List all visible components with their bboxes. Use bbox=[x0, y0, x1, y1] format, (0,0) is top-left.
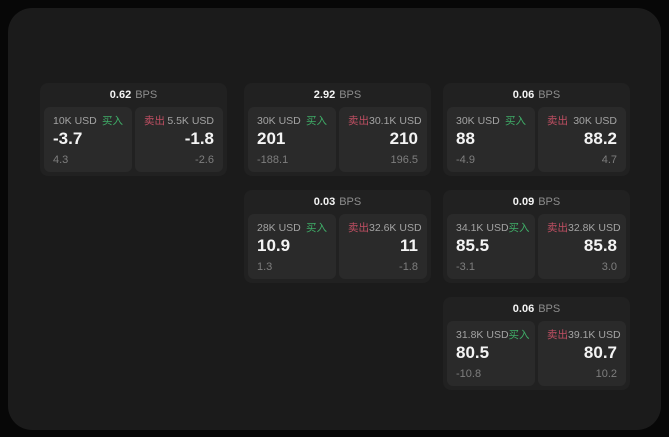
sell-amount: 30K USD bbox=[573, 115, 617, 127]
sell-amount: 32.8K USD bbox=[568, 222, 621, 234]
sell-sub-value: 4.7 bbox=[601, 154, 617, 166]
bps-unit-label: BPS bbox=[538, 89, 561, 101]
sell-price: 88.2 bbox=[583, 129, 617, 148]
buy-price: 10.9 bbox=[257, 236, 291, 255]
buy-price: 201 bbox=[257, 129, 286, 148]
sell-price: 11 bbox=[400, 236, 418, 255]
buy-sub-value: -3.1 bbox=[456, 261, 475, 273]
sell-tag: 卖出 bbox=[547, 329, 568, 341]
bps-unit-label: BPS bbox=[339, 196, 362, 208]
sell-panel[interactable]: 卖出 30.1K USD 210 196.5 bbox=[339, 107, 427, 172]
bps-value: 0.03 bbox=[313, 196, 336, 208]
buy-tag: 买入 bbox=[102, 115, 123, 127]
buy-panel[interactable]: 28K USD 买入 10.9 1.3 bbox=[248, 214, 336, 279]
sell-sub-value: -2.6 bbox=[195, 154, 214, 166]
sell-panel[interactable]: 卖出 30K USD 88.2 4.7 bbox=[538, 107, 626, 172]
quote-panels: 28K USD 买入 10.9 1.3 卖出 32.6K USD 11 -1.8 bbox=[248, 214, 427, 279]
bps-unit-label: BPS bbox=[135, 89, 158, 101]
buy-sub-value: 4.3 bbox=[53, 154, 69, 166]
buy-price: 85.5 bbox=[456, 236, 490, 255]
buy-panel[interactable]: 30K USD 买入 88 -4.9 bbox=[447, 107, 535, 172]
sell-amount: 30.1K USD bbox=[369, 115, 422, 127]
bps-value: 0.09 bbox=[512, 196, 535, 208]
sell-tag: 卖出 bbox=[144, 115, 165, 127]
sell-panel[interactable]: 卖出 5.5K USD -1.8 -2.6 bbox=[135, 107, 223, 172]
sell-sub-value: 10.2 bbox=[595, 368, 617, 380]
buy-amount: 30K USD bbox=[257, 115, 301, 127]
sell-amount: 39.1K USD bbox=[568, 329, 621, 341]
quote-card[interactable]: 0.06 BPS 30K USD 买入 88 -4.9 卖出 30K USD 8… bbox=[443, 83, 630, 176]
buy-sub-value: 1.3 bbox=[257, 261, 273, 273]
buy-tag: 买入 bbox=[505, 115, 526, 127]
sell-panel[interactable]: 卖出 39.1K USD 80.7 10.2 bbox=[538, 321, 626, 386]
sell-price: 80.7 bbox=[583, 343, 617, 362]
quote-card[interactable]: 2.92 BPS 30K USD 买入 201 -188.1 卖出 30.1K … bbox=[244, 83, 431, 176]
sell-amount: 5.5K USD bbox=[167, 115, 214, 127]
quote-panels: 31.8K USD 买入 80.5 -10.8 卖出 39.1K USD 80.… bbox=[447, 321, 626, 386]
card-header: 0.06 BPS bbox=[447, 83, 626, 107]
buy-amount: 30K USD bbox=[456, 115, 500, 127]
buy-price: 88 bbox=[456, 129, 475, 148]
quote-panels: 10K USD 买入 -3.7 4.3 卖出 5.5K USD -1.8 -2.… bbox=[44, 107, 223, 172]
quote-card[interactable]: 0.06 BPS 31.8K USD 买入 80.5 -10.8 卖出 39.1… bbox=[443, 297, 630, 390]
card-header: 0.09 BPS bbox=[447, 190, 626, 214]
buy-price: 80.5 bbox=[456, 343, 490, 362]
buy-amount: 28K USD bbox=[257, 222, 301, 234]
buy-amount: 10K USD bbox=[53, 115, 97, 127]
bps-unit-label: BPS bbox=[339, 89, 362, 101]
sell-price: -1.8 bbox=[184, 129, 214, 148]
card-header: 2.92 BPS bbox=[248, 83, 427, 107]
buy-sub-value: -4.9 bbox=[456, 154, 475, 166]
sell-tag: 卖出 bbox=[348, 115, 369, 127]
buy-panel[interactable]: 34.1K USD 买入 85.5 -3.1 bbox=[447, 214, 535, 279]
buy-tag: 买入 bbox=[508, 222, 530, 234]
quotes-panel: 0.62 BPS 10K USD 买入 -3.7 4.3 卖出 5.5K USD… bbox=[8, 8, 661, 430]
buy-panel[interactable]: 30K USD 买入 201 -188.1 bbox=[248, 107, 336, 172]
sell-panel[interactable]: 卖出 32.8K USD 85.8 3.0 bbox=[538, 214, 626, 279]
quote-card[interactable]: 0.62 BPS 10K USD 买入 -3.7 4.3 卖出 5.5K USD… bbox=[40, 83, 227, 176]
bps-value: 0.06 bbox=[512, 89, 535, 101]
quote-card[interactable]: 0.03 BPS 28K USD 买入 10.9 1.3 卖出 32.6K US… bbox=[244, 190, 431, 283]
bps-value: 0.06 bbox=[512, 303, 535, 315]
buy-tag: 买入 bbox=[306, 115, 327, 127]
bps-value: 2.92 bbox=[313, 89, 336, 101]
buy-price: -3.7 bbox=[53, 129, 83, 148]
quote-panels: 30K USD 买入 201 -188.1 卖出 30.1K USD 210 1… bbox=[248, 107, 427, 172]
buy-tag: 买入 bbox=[306, 222, 327, 234]
bps-unit-label: BPS bbox=[538, 303, 561, 315]
sell-tag: 卖出 bbox=[547, 115, 568, 127]
buy-amount: 31.8K USD bbox=[456, 329, 509, 341]
quote-panels: 30K USD 买入 88 -4.9 卖出 30K USD 88.2 4.7 bbox=[447, 107, 626, 172]
sell-tag: 卖出 bbox=[348, 222, 369, 234]
buy-sub-value: -188.1 bbox=[257, 154, 289, 166]
buy-sub-value: -10.8 bbox=[456, 368, 482, 380]
card-header: 0.62 BPS bbox=[44, 83, 223, 107]
sell-amount: 32.6K USD bbox=[369, 222, 422, 234]
sell-price: 210 bbox=[389, 129, 418, 148]
card-header: 0.06 BPS bbox=[447, 297, 626, 321]
sell-sub-value: -1.8 bbox=[399, 261, 418, 273]
quote-panels: 34.1K USD 买入 85.5 -3.1 卖出 32.8K USD 85.8… bbox=[447, 214, 626, 279]
sell-panel[interactable]: 卖出 32.6K USD 11 -1.8 bbox=[339, 214, 427, 279]
sell-tag: 卖出 bbox=[547, 222, 568, 234]
card-header: 0.03 BPS bbox=[248, 190, 427, 214]
quote-card[interactable]: 0.09 BPS 34.1K USD 买入 85.5 -3.1 卖出 32.8K… bbox=[443, 190, 630, 283]
sell-sub-value: 196.5 bbox=[390, 154, 418, 166]
buy-panel[interactable]: 31.8K USD 买入 80.5 -10.8 bbox=[447, 321, 535, 386]
sell-sub-value: 3.0 bbox=[601, 261, 617, 273]
bps-unit-label: BPS bbox=[538, 196, 561, 208]
buy-panel[interactable]: 10K USD 买入 -3.7 4.3 bbox=[44, 107, 132, 172]
sell-price: 85.8 bbox=[583, 236, 617, 255]
buy-tag: 买入 bbox=[508, 329, 530, 341]
buy-amount: 34.1K USD bbox=[456, 222, 509, 234]
bps-value: 0.62 bbox=[109, 89, 132, 101]
